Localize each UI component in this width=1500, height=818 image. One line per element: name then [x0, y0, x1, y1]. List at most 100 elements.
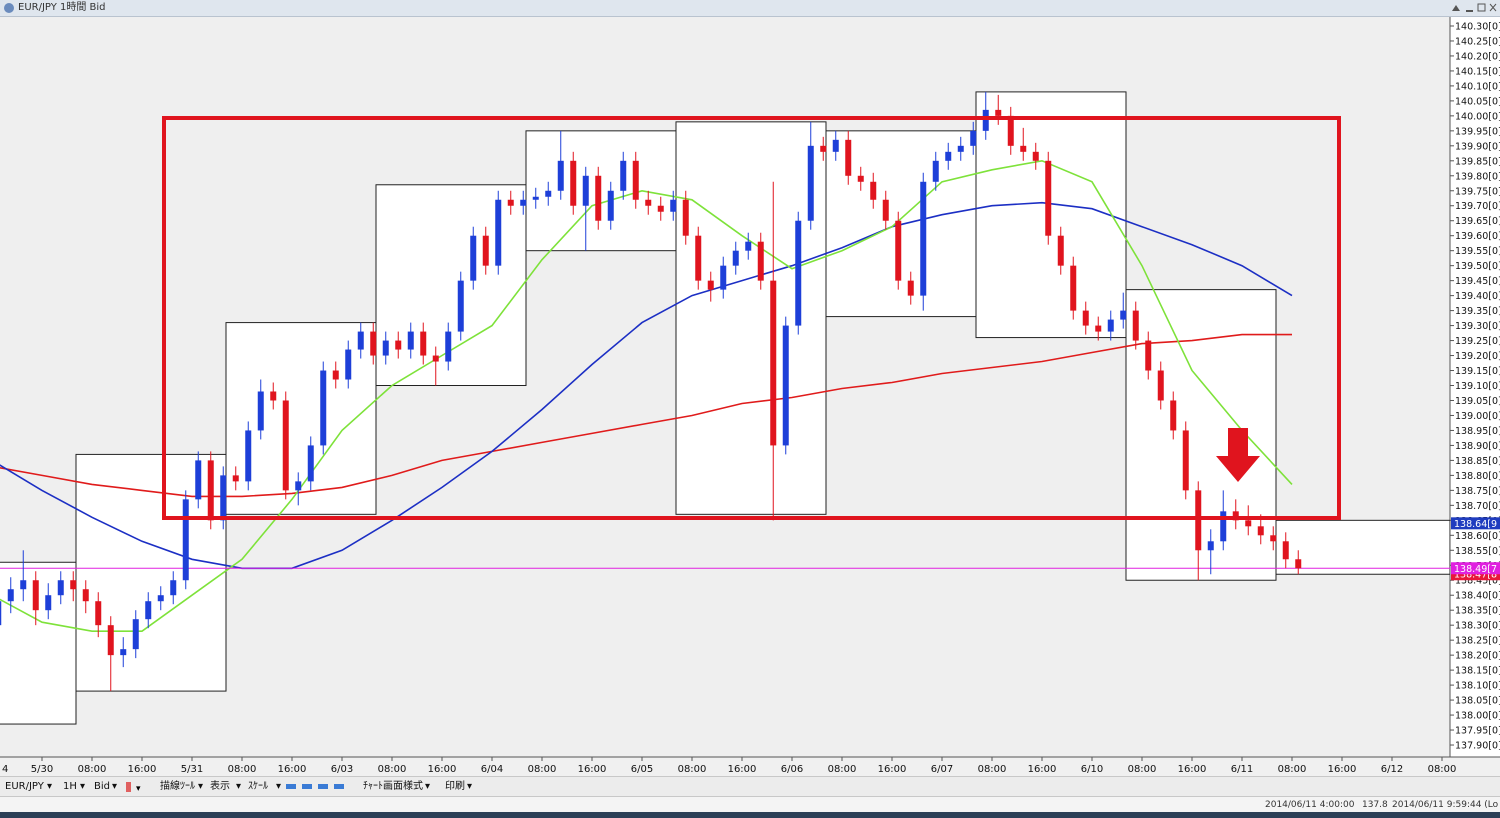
candle-body [882, 199, 889, 221]
candle-body [657, 205, 664, 212]
status-time: 2014/06/11 4:00:00 [1265, 800, 1355, 810]
y-tick-label: 137.95[0] [1455, 726, 1500, 737]
candle-body [495, 199, 502, 266]
candle-body [632, 160, 639, 200]
candle-body [795, 220, 802, 326]
x-tick-label: 16:00 [728, 764, 757, 775]
candle-body [357, 331, 364, 350]
y-tick-label: 139.05[0] [1455, 396, 1500, 407]
x-tick-label: 5/31 [181, 764, 203, 775]
y-tick-label: 138.60[0] [1455, 531, 1500, 542]
candle-body [832, 139, 839, 152]
draw-tool-menu[interactable]: 描線ﾂｰﾙ [160, 781, 195, 792]
x-tick-label: 4 [2, 764, 8, 775]
candle-body [682, 199, 689, 236]
x-tick-label: 08:00 [678, 764, 707, 775]
candle-body [1232, 511, 1239, 521]
title-bar: EUR/JPY 1時間 Bid [0, 0, 1500, 17]
candle-body [520, 199, 527, 206]
candle-body [1057, 235, 1064, 266]
color-button[interactable]: ▾ [122, 778, 152, 796]
candle-body [1257, 526, 1264, 536]
chart-style-menu[interactable]: ﾁｬｰﾄ画面様式 [363, 781, 423, 792]
x-tick-label: 6/07 [931, 764, 953, 775]
view-menu[interactable]: 表示 [210, 781, 230, 792]
x-tick-label: 08:00 [828, 764, 857, 775]
candle-body [770, 280, 777, 446]
y-tick-label: 139.00[0] [1455, 411, 1500, 422]
zoom-buttons[interactable] [284, 778, 354, 796]
x-tick-label: 08:00 [978, 764, 1007, 775]
y-tick-label: 138.30[0] [1455, 621, 1500, 632]
timeframe-menu[interactable]: 1H [63, 781, 77, 792]
x-tick-label: 08:00 [78, 764, 107, 775]
daily-range-box [1275, 519, 1450, 575]
price-menu[interactable]: Bid [94, 781, 110, 792]
y-tick-label: 138.75[0] [1455, 486, 1500, 497]
y-tick-label: 139.65[0] [1455, 216, 1500, 227]
candle-body [920, 181, 927, 296]
candle-body [320, 370, 327, 446]
toolbar: EUR/JPY ▾ 1H ▾ Bid ▾ ▾ 描線ﾂｰﾙ ▾ 表示 ▾ ｽｹｰﾙ ▾ ﾁｬｰ… [0, 776, 1500, 796]
candle-body [907, 280, 914, 296]
scale-menu[interactable]: ｽｹｰﾙ [248, 781, 268, 792]
y-tick-label: 139.35[0] [1455, 306, 1500, 317]
candle-body [782, 325, 789, 446]
candle-body [157, 595, 164, 602]
candle-body [1082, 310, 1089, 326]
y-tick-label: 139.85[0] [1455, 156, 1500, 167]
y-tick-label: 138.40[0] [1455, 591, 1500, 602]
print-menu[interactable]: 印刷 [445, 781, 465, 792]
candle-body [432, 355, 439, 362]
candle-body [582, 175, 589, 206]
y-tick-label: 139.60[0] [1455, 231, 1500, 242]
candle-body [857, 175, 864, 182]
candle-body [845, 139, 852, 176]
candle-body [7, 589, 14, 602]
candle-body [970, 130, 977, 146]
x-tick-label: 08:00 [1428, 764, 1457, 775]
candle-body [1045, 160, 1052, 236]
y-tick-label: 139.40[0] [1455, 291, 1500, 302]
y-tick-label: 139.10[0] [1455, 381, 1500, 392]
candle-body [470, 235, 477, 281]
candle-body [1145, 340, 1152, 371]
candle-body [1195, 490, 1202, 551]
daily-range-box [75, 453, 227, 692]
price-tag-label: 138.49[7 [1454, 564, 1497, 575]
candle-body [595, 175, 602, 221]
candle-body [270, 391, 277, 401]
candle-body [407, 331, 414, 350]
x-tick-label: 08:00 [1128, 764, 1157, 775]
down-arrow [1216, 428, 1260, 482]
candle-body [532, 196, 539, 200]
svg-text:▾: ▾ [136, 784, 141, 794]
candle-body [620, 160, 627, 191]
candle-body [1295, 559, 1302, 569]
candle-body [607, 190, 614, 221]
symbol-menu[interactable]: EUR/JPY [5, 781, 44, 792]
y-tick-label: 138.35[0] [1455, 606, 1500, 617]
candle-body [507, 199, 514, 206]
x-tick-label: 6/12 [1381, 764, 1403, 775]
candle-body [1220, 511, 1227, 542]
y-tick-label: 140.30[0] [1455, 21, 1500, 32]
candle-body [482, 235, 489, 266]
y-tick-label: 138.05[0] [1455, 696, 1500, 707]
y-tick-label: 139.70[0] [1455, 201, 1500, 212]
y-tick-label: 138.10[0] [1455, 681, 1500, 692]
status-price: 137.8 [1362, 800, 1388, 810]
candle-body [295, 481, 302, 491]
y-tick-label: 140.00[0] [1455, 111, 1500, 122]
candle-body [32, 580, 39, 611]
x-tick-label: 6/03 [331, 764, 353, 775]
x-tick-label: 5/30 [31, 764, 53, 775]
candle-body [895, 220, 902, 281]
window-controls[interactable] [1448, 1, 1498, 15]
y-tick-label: 138.15[0] [1455, 666, 1500, 677]
y-tick-label: 140.05[0] [1455, 96, 1500, 107]
x-tick-label: 08:00 [378, 764, 407, 775]
x-tick-label: 16:00 [878, 764, 907, 775]
y-tick-label: 140.25[0] [1455, 36, 1500, 47]
x-tick-label: 6/10 [1081, 764, 1103, 775]
